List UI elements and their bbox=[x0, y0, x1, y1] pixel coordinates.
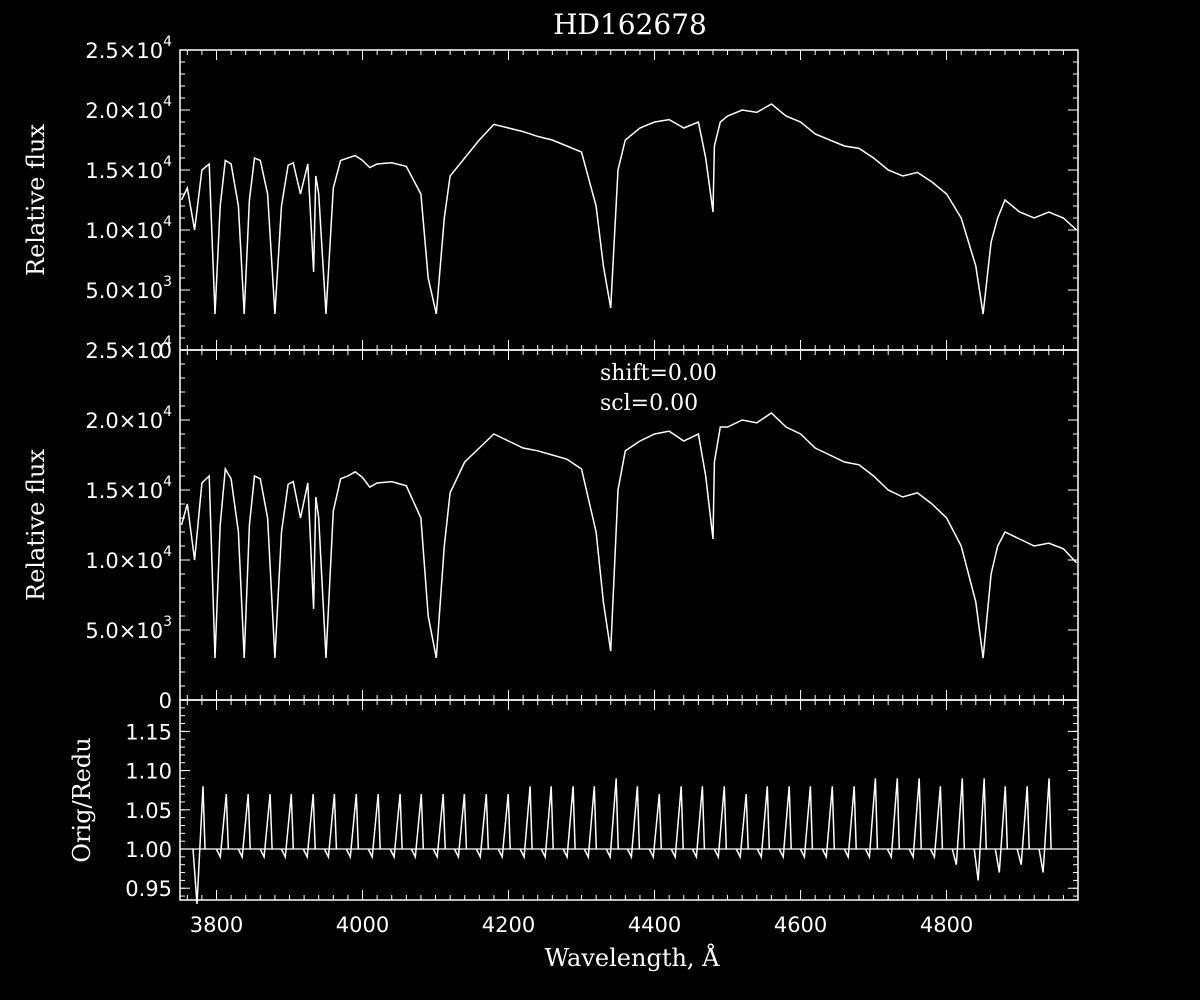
x-tick-label: 4800 bbox=[920, 913, 973, 937]
ratio-spike bbox=[908, 778, 922, 860]
ratio-spike bbox=[648, 794, 663, 860]
y-axis-label: Orig/Redu bbox=[68, 737, 96, 862]
x-tick-label: 4000 bbox=[336, 913, 389, 937]
ratio-spike bbox=[691, 786, 706, 860]
ratio-spike bbox=[432, 794, 446, 860]
ratio-spike bbox=[670, 786, 684, 860]
y-tick-label: 1.05 bbox=[125, 799, 172, 823]
x-tick-labels: 3800 4000 4200 4400 4600 4800 bbox=[190, 913, 974, 937]
x-tick-label: 3800 bbox=[190, 913, 243, 937]
ratio-spike bbox=[994, 786, 1009, 873]
ratio-spike bbox=[756, 786, 771, 860]
ratio-spike bbox=[237, 794, 251, 860]
y-axis-label: Relative flux bbox=[22, 124, 50, 276]
annotation: shift=0.00 bbox=[600, 361, 717, 386]
y-axis-label: Relative flux bbox=[22, 449, 50, 601]
ratio-spike bbox=[951, 778, 966, 865]
y-tick-label: 1.0×104 bbox=[85, 214, 172, 243]
x-tick-label: 4200 bbox=[482, 913, 535, 937]
ratio-spike bbox=[453, 794, 468, 860]
ratio-spike bbox=[540, 786, 554, 860]
ratio-spike bbox=[475, 794, 490, 860]
ratio-spike bbox=[497, 794, 511, 860]
ratio-spike bbox=[778, 786, 792, 860]
ratio-spike bbox=[367, 794, 381, 860]
ratio-spike bbox=[713, 786, 728, 860]
spectrum-line bbox=[180, 412, 1078, 659]
ratio-spike bbox=[1016, 786, 1030, 865]
ratio-spike bbox=[973, 778, 987, 881]
y-tick-label: 2.5×104 bbox=[85, 334, 172, 363]
ratio-spike bbox=[626, 786, 641, 860]
ratio-spike bbox=[929, 786, 944, 860]
y-tick-label: 0.95 bbox=[125, 877, 172, 901]
ratio-spike bbox=[843, 786, 857, 860]
y-tick-label: 1.00 bbox=[125, 838, 172, 862]
y-tick-label: 0 bbox=[159, 689, 172, 713]
ratio-spike bbox=[562, 786, 576, 860]
panel-bottom: 0.95 1.00 1.05 1.10 1.15 Orig/Redu bbox=[68, 699, 1079, 904]
ratio-spike bbox=[735, 794, 749, 860]
y-tick-label: 1.5×104 bbox=[85, 154, 172, 183]
ratio-spike bbox=[215, 794, 230, 860]
ratio-spike bbox=[192, 786, 206, 904]
ratio-spike bbox=[864, 778, 879, 860]
y-tick-label: 1.15 bbox=[125, 720, 172, 744]
y-tick-label: 5.0×103 bbox=[85, 274, 172, 303]
ratio-spike bbox=[323, 794, 338, 860]
ratio-spike bbox=[259, 794, 273, 860]
ratio-spike bbox=[583, 786, 598, 860]
ratio-spike bbox=[886, 778, 901, 860]
panel-middle: 0 5.0×103 1.0×104 1.5×104 2.0×104 2.5×104 Rela… bbox=[22, 334, 1079, 713]
ratio-spike bbox=[345, 794, 360, 860]
y-tick-label: 5.0×103 bbox=[85, 614, 172, 643]
ratio-spike bbox=[605, 778, 619, 860]
panel-top: 0 5.0×103 1.0×104 1.5×104 2.0×104 2.5×104 Rela… bbox=[22, 34, 1079, 363]
ratio-spike bbox=[799, 786, 814, 860]
x-tick-label: 4400 bbox=[628, 913, 681, 937]
annotation: scl=0.00 bbox=[600, 391, 698, 416]
ratio-spike bbox=[519, 786, 533, 860]
panels-group: 0 5.0×103 1.0×104 1.5×104 2.0×104 2.5×104 Rela… bbox=[22, 34, 1079, 904]
y-tick-label: 2.5×104 bbox=[85, 34, 172, 63]
y-tick-label: 1.5×104 bbox=[85, 474, 172, 503]
ratio-spike bbox=[821, 786, 836, 860]
x-axis-label: Wavelength, Å bbox=[544, 943, 720, 972]
y-tick-label: 1.10 bbox=[125, 760, 172, 784]
y-tick-label: 2.0×104 bbox=[85, 404, 172, 433]
x-tick-label: 4600 bbox=[774, 913, 827, 937]
chart-title: HD162678 bbox=[553, 8, 707, 41]
spectrum-line bbox=[180, 103, 1078, 315]
y-tick-label: 1.0×104 bbox=[85, 544, 172, 573]
ratio-spike bbox=[1038, 778, 1052, 873]
ratio-spike bbox=[410, 794, 425, 860]
panel-frame bbox=[179, 699, 1079, 901]
y-tick-label: 2.0×104 bbox=[85, 94, 172, 123]
ratio-spike bbox=[302, 794, 316, 860]
y-tick-label: 0 bbox=[159, 339, 172, 363]
ratio-spike bbox=[280, 794, 295, 860]
ratio-spike bbox=[389, 794, 403, 860]
